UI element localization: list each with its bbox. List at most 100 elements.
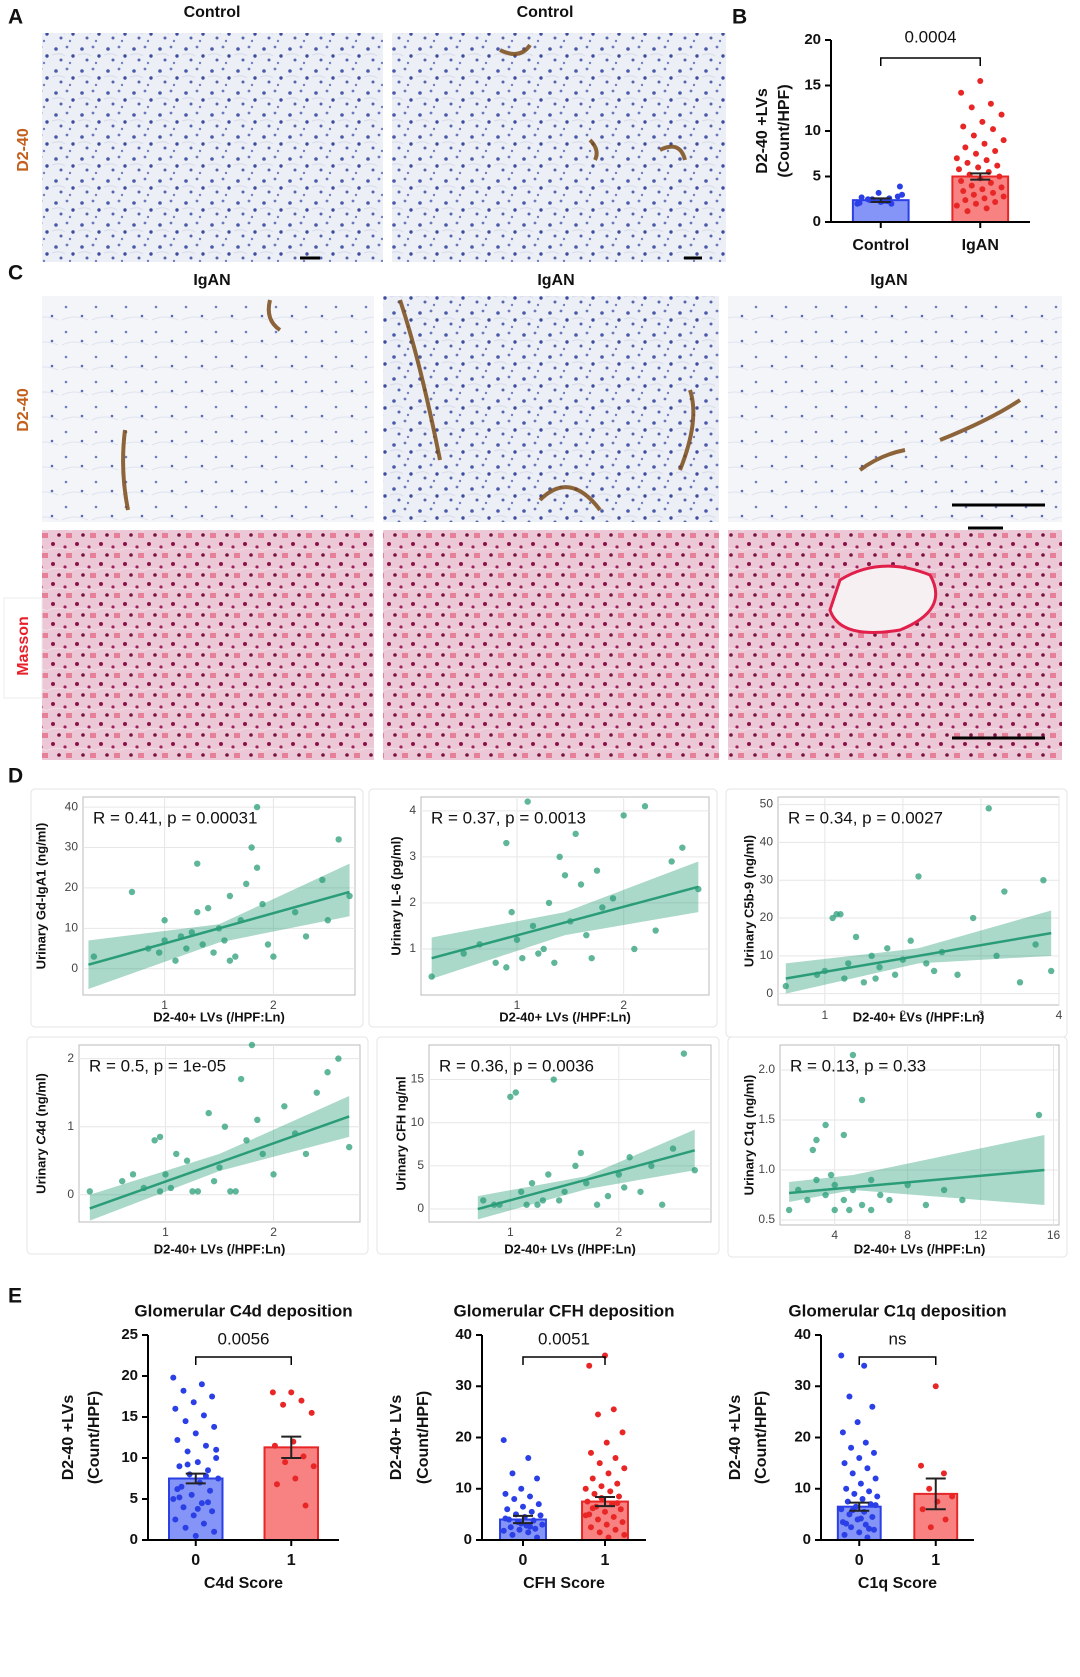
data-point [841, 1531, 848, 1538]
data-point [270, 953, 277, 960]
significance-bracket [858, 1356, 937, 1365]
data-point [860, 979, 868, 986]
data-point [809, 1146, 817, 1154]
data-point [621, 1184, 628, 1191]
data-point [172, 1405, 179, 1412]
y-tick-label: 10 [65, 920, 79, 934]
data-point [313, 1089, 320, 1096]
data-point [940, 1186, 948, 1194]
data-point [827, 1171, 835, 1179]
data-point [221, 1123, 229, 1130]
y-tick-label: 40 [794, 1326, 811, 1343]
data-point [308, 1409, 315, 1416]
data-point [857, 1515, 864, 1522]
data-point [833, 911, 840, 918]
y-tick-label: 40 [455, 1326, 472, 1343]
data-point [205, 1467, 212, 1474]
data-point [972, 200, 979, 207]
data-point [861, 1508, 868, 1515]
confidence-band [431, 861, 699, 979]
p-value: 0.0004 [905, 27, 957, 46]
y-tick-label: 15 [804, 76, 821, 93]
data-point [983, 205, 990, 212]
lumen [828, 564, 938, 634]
data-point [428, 973, 435, 980]
chart-title: Glomerular C1q deposition [788, 1301, 1006, 1320]
data-point [930, 967, 938, 975]
y-tick-label: 15 [411, 1072, 425, 1086]
data-point [264, 941, 272, 948]
data-point [583, 1179, 590, 1187]
data-point [523, 1201, 530, 1208]
data-point [502, 1490, 509, 1497]
data-point [968, 104, 975, 111]
y-tick-label: 30 [65, 840, 79, 854]
data-point [525, 1455, 532, 1461]
data-point [954, 971, 961, 978]
data-point [614, 1480, 621, 1487]
data-point [992, 148, 999, 155]
data-point [243, 1137, 250, 1144]
panel-label: E [8, 1285, 22, 1308]
y-tick-label: 20 [804, 31, 821, 48]
data-point [216, 1164, 223, 1171]
panel-label: B [732, 6, 747, 29]
data-point [953, 202, 960, 209]
data-point [511, 1496, 518, 1502]
data-point [959, 1196, 966, 1204]
data-point [519, 954, 526, 962]
y-tick-label: 20 [794, 1428, 811, 1445]
chart-title: Glomerular CFH deposition [453, 1301, 674, 1320]
data-point [194, 860, 201, 867]
x-tick-label: Control [852, 237, 909, 254]
data-point [858, 1201, 866, 1209]
y-tick-label: 40 [65, 799, 79, 813]
data-point [194, 1505, 201, 1512]
data-point [962, 197, 969, 204]
data-point [237, 1075, 245, 1083]
data-point [857, 1480, 864, 1487]
data-point [856, 199, 863, 206]
data-point [324, 917, 331, 924]
data-point [862, 1439, 869, 1446]
error-bar [925, 1477, 946, 1511]
data-point [190, 1399, 197, 1406]
data-point [209, 1393, 216, 1400]
data-point [508, 908, 515, 916]
error-bar [970, 172, 991, 181]
data-point [872, 1475, 879, 1482]
data-point [785, 1206, 793, 1214]
fit-line [88, 890, 350, 966]
annotation: R = 0.34, p = 0.0027 [788, 808, 943, 827]
data-point [582, 1485, 589, 1492]
y-tick-label: 25 [121, 1326, 138, 1343]
plot-area [428, 1044, 712, 1223]
x-axis-label: D2-40+ LVs (/HPF:Ln) [853, 1009, 985, 1024]
data-point [867, 1176, 875, 1184]
y-tick-label: 1 [409, 941, 416, 955]
data-point [958, 178, 965, 185]
data-point [176, 1494, 183, 1501]
data-point [530, 1517, 537, 1524]
data-point [603, 1439, 610, 1446]
data-point [668, 858, 675, 865]
data-point [550, 1076, 557, 1083]
data-point [932, 1383, 939, 1390]
y-tick-label: 0 [813, 213, 821, 230]
data-point [969, 914, 977, 922]
data-point [167, 1184, 175, 1192]
data-point [532, 1525, 539, 1532]
micrograph [42, 296, 374, 522]
data-point [210, 1177, 218, 1185]
y-tick-label: 10 [760, 948, 774, 962]
data-point [975, 164, 982, 171]
data-point [188, 929, 195, 936]
data-point [128, 888, 136, 896]
data-point [248, 844, 255, 851]
data-point [594, 1411, 601, 1418]
data-point [603, 1521, 610, 1528]
data-point [838, 1352, 845, 1359]
data-point [194, 908, 201, 916]
data-point [561, 1188, 568, 1195]
data-point [577, 1149, 585, 1157]
